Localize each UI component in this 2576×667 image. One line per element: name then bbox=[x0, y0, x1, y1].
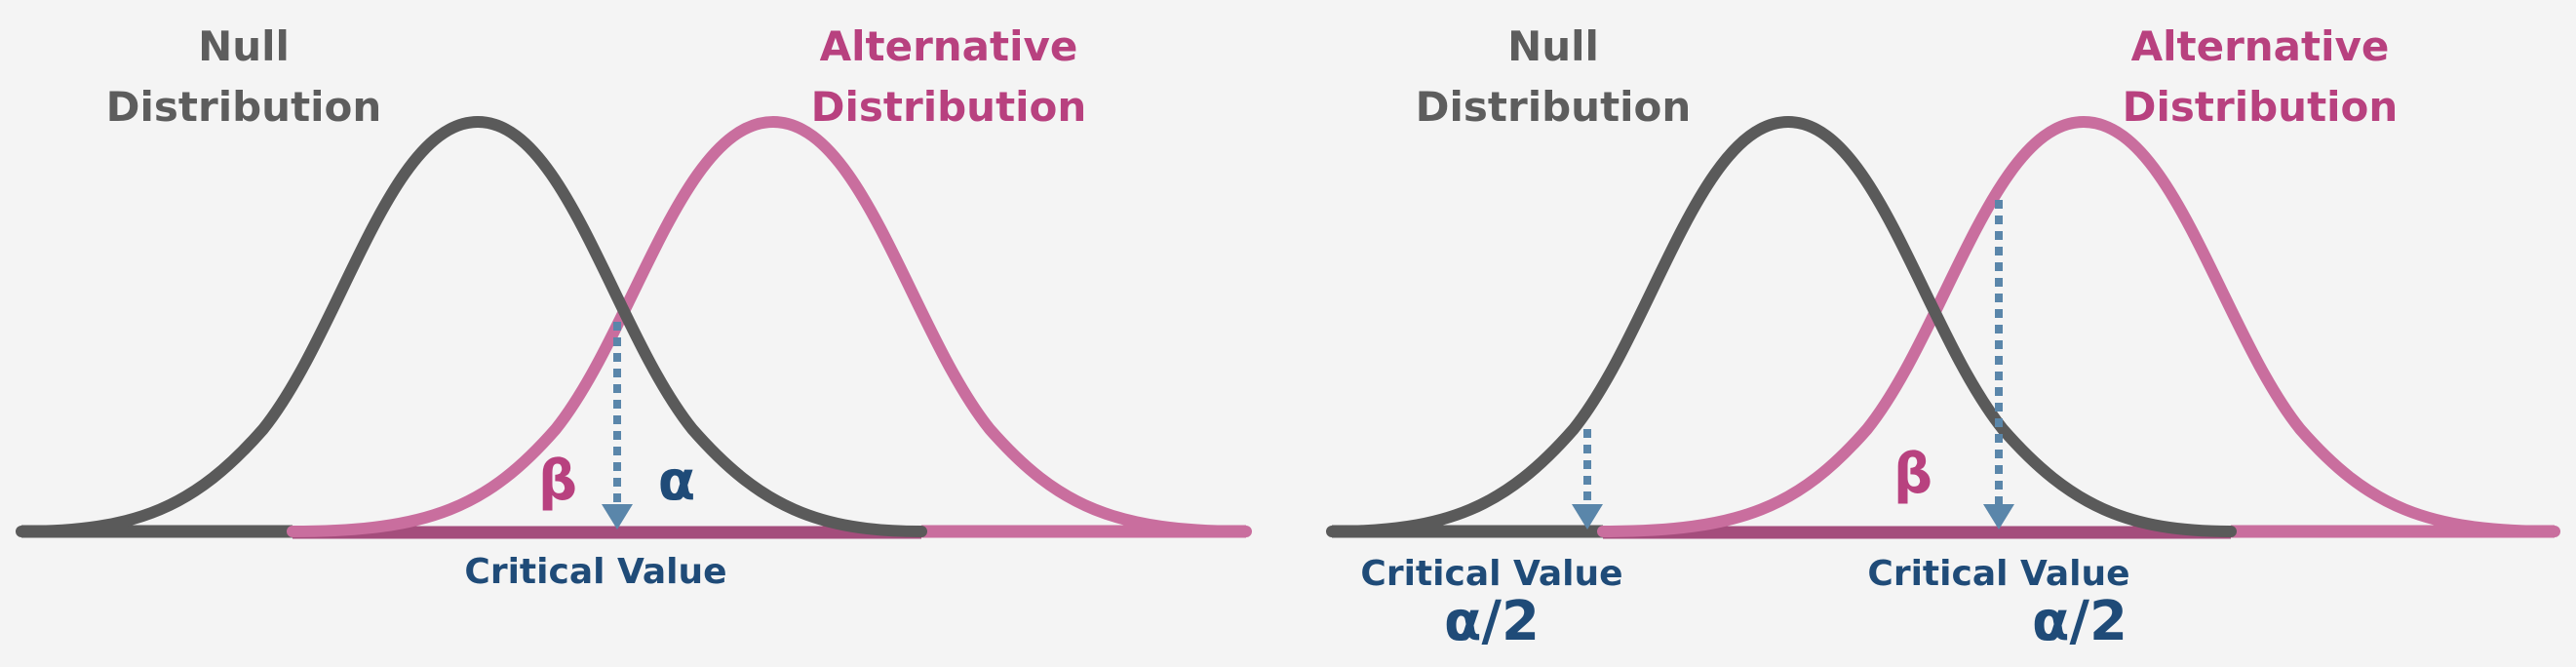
null-label-line1: Null bbox=[1507, 22, 1599, 70]
alpha-label: α bbox=[658, 450, 695, 513]
alternative-distribution-curve bbox=[1597, 115, 2560, 537]
right-alpha-half-label: α/2 bbox=[2032, 590, 2127, 653]
alt-label-line2: Distribution bbox=[2123, 83, 2399, 131]
alt-label-line1: Alternative bbox=[820, 22, 1078, 70]
panel-one-tailed: Null Distribution Alternative Distributi… bbox=[16, 22, 1252, 592]
critical-value-arrow-head bbox=[602, 504, 633, 530]
panel-two-tailed: Null Distribution Alternative Distributi… bbox=[1326, 22, 2560, 653]
critical-value-label: Critical Value bbox=[464, 552, 726, 592]
beta-label: β bbox=[1893, 443, 1932, 506]
null-label-line1: Null bbox=[198, 22, 290, 70]
alternative-distribution-curve bbox=[287, 115, 1252, 537]
right-critical-arrow-head bbox=[1983, 504, 2014, 530]
beta-label: β bbox=[538, 450, 577, 513]
right-critical-value-label: Critical Value bbox=[1867, 554, 2129, 594]
alt-label-line2: Distribution bbox=[811, 83, 1087, 131]
alt-label-line1: Alternative bbox=[2131, 22, 2390, 70]
left-critical-value-label: Critical Value bbox=[1360, 554, 1622, 594]
null-distribution-curve bbox=[1326, 115, 2237, 537]
left-critical-arrow-head bbox=[1572, 504, 1603, 530]
left-alpha-half-label: α/2 bbox=[1444, 590, 1540, 653]
null-distribution-curve bbox=[16, 115, 927, 537]
null-label-line2: Distribution bbox=[106, 83, 382, 131]
null-label-line2: Distribution bbox=[1416, 83, 1692, 131]
